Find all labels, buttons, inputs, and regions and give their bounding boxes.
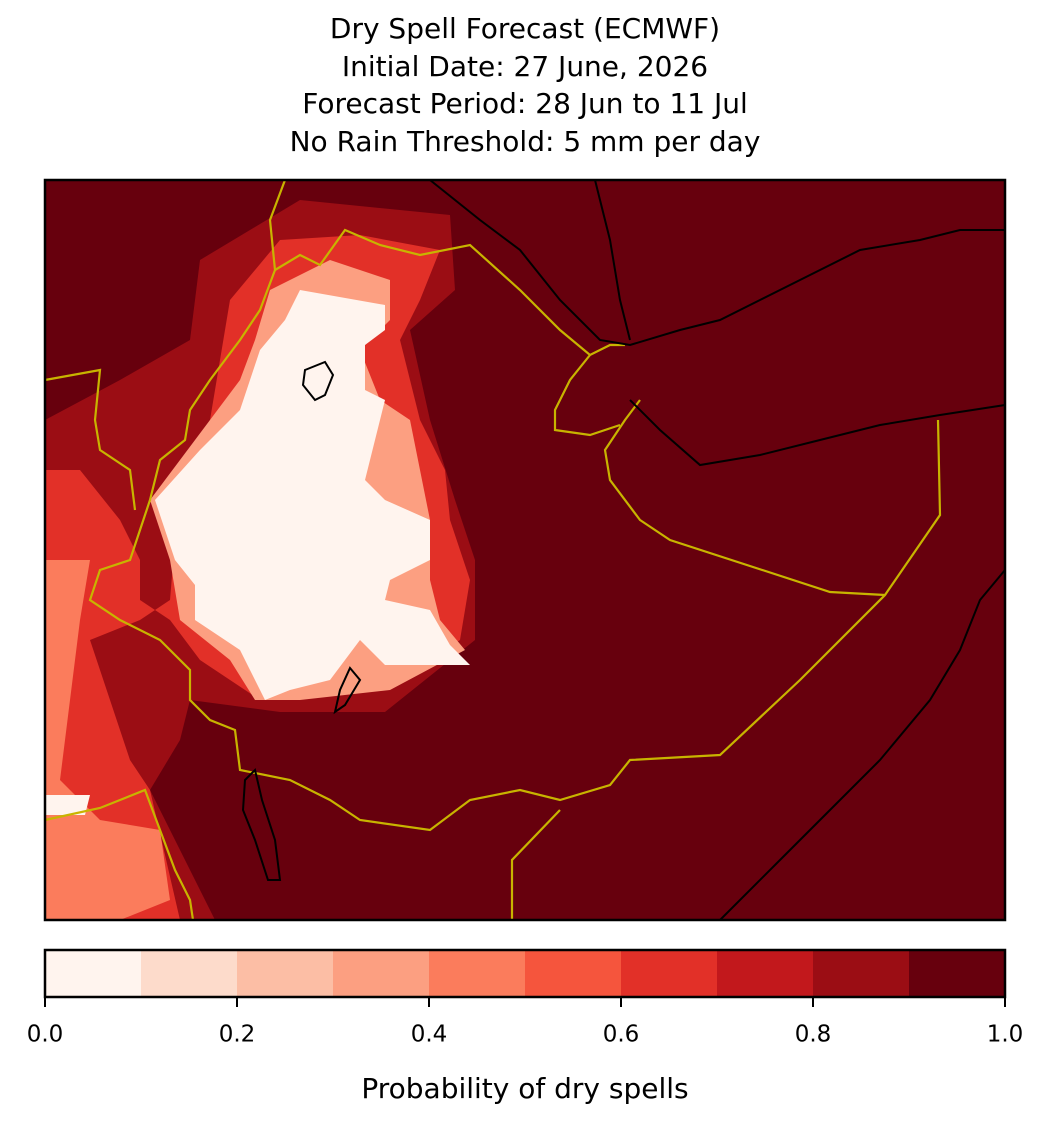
colorbar-label: Probability of dry spells (361, 1072, 688, 1105)
region (45, 560, 170, 920)
colorbar-segment (525, 950, 621, 997)
colorbar: 0.0 0.2 0.4 0.6 0.8 1.0 (27, 948, 1024, 1048)
colorbar-segment (45, 950, 141, 997)
border (44, 368, 137, 511)
coastline (429, 179, 1005, 347)
colorbar-segment (429, 950, 525, 997)
border (88, 179, 942, 832)
coastline (594, 179, 631, 341)
title-line: No Rain Threshold: 5 mm per day (290, 125, 761, 158)
colorbar-segment (909, 950, 1005, 997)
colorbar-segment (621, 950, 717, 997)
colorbar-segment (141, 950, 237, 997)
tick-label: 1.0 (987, 1022, 1024, 1048)
border (44, 788, 195, 921)
border (274, 228, 625, 357)
tick-label: 0.0 (27, 1022, 64, 1048)
border (553, 354, 621, 437)
colorbar-segment (717, 950, 813, 997)
border (603, 399, 886, 597)
map (43, 178, 1007, 922)
title-line: Dry Spell Forecast (ECMWF) (330, 12, 720, 45)
coastline (719, 569, 1006, 921)
lake (333, 666, 362, 715)
tick-label: 0.4 (411, 1022, 448, 1048)
colorbar-segment (237, 950, 333, 997)
map-frame (43, 178, 1007, 922)
region (45, 795, 90, 815)
lake (301, 360, 335, 402)
region (155, 290, 470, 700)
colorbar-segment (813, 950, 909, 997)
coastline (629, 399, 1006, 467)
tick-label: 0.6 (603, 1022, 640, 1048)
title-line: Initial Date: 27 June, 2026 (342, 50, 708, 83)
tick-label: 0.8 (795, 1022, 832, 1048)
lake (241, 768, 282, 881)
colorbar-segment (333, 950, 429, 997)
border (510, 809, 561, 920)
colorbar-frame (43, 948, 1007, 999)
title-line: Forecast Period: 28 Jun to 11 Jul (302, 87, 748, 120)
tick-label: 0.2 (219, 1022, 256, 1048)
